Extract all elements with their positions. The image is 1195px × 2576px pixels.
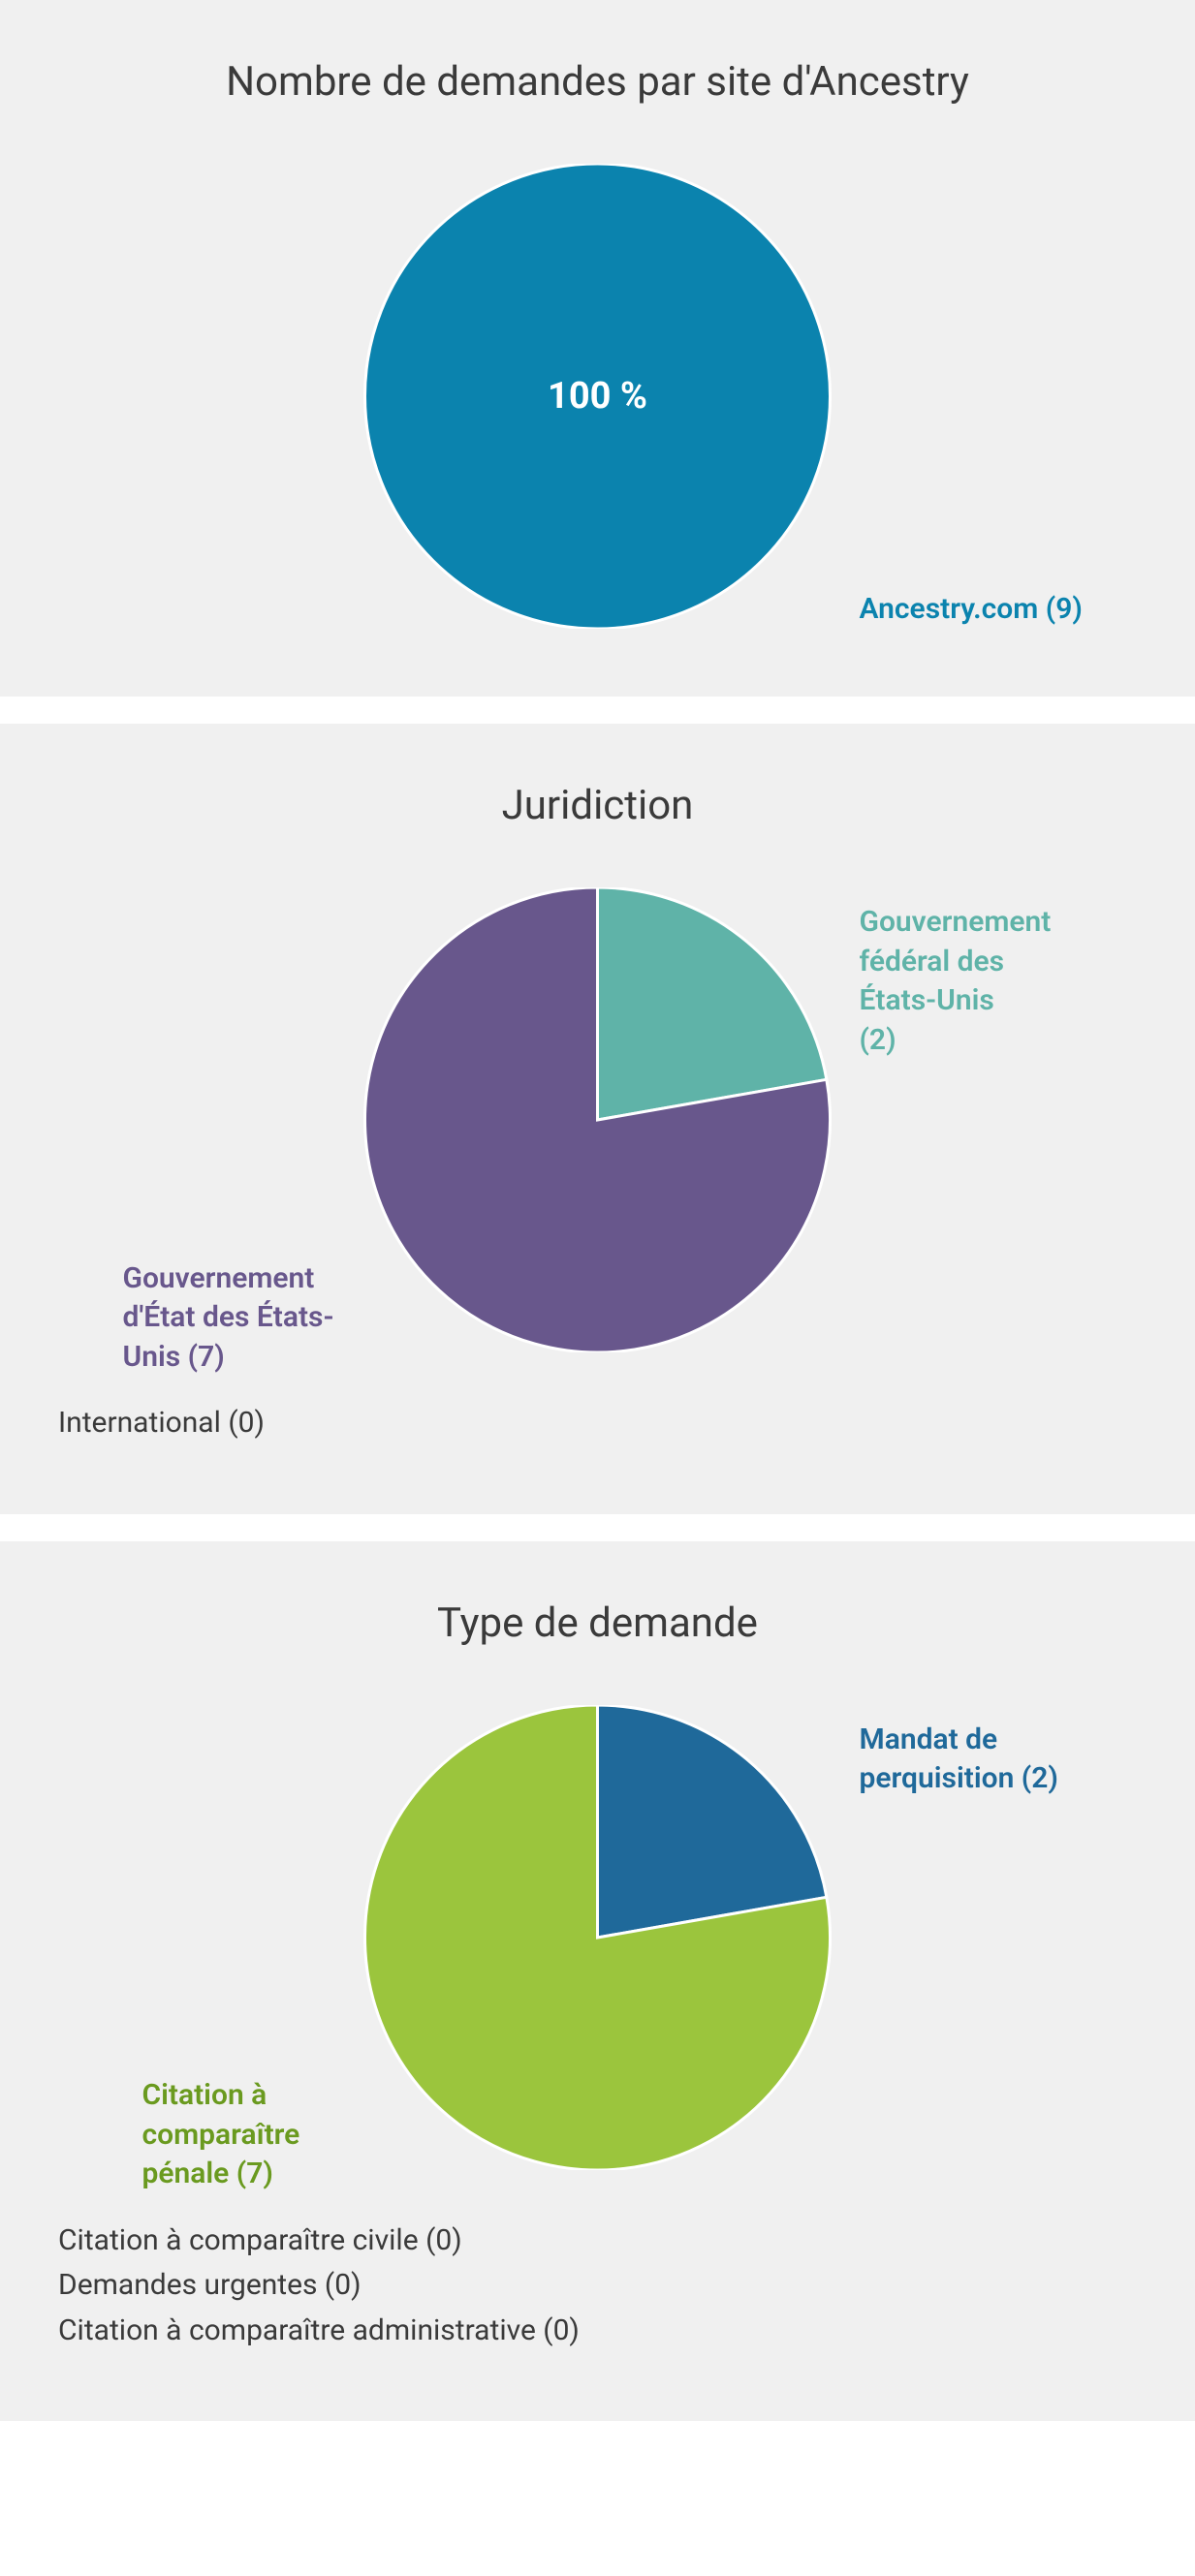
pie-slice (365, 164, 831, 629)
pie-chart: Gouvernement fédéral des États-Unis (2)G… (58, 887, 1137, 1352)
pie-slice-label: Ancestry.com (9) (860, 590, 1083, 630)
panel-type: Type de demande Mandat de perquisition (2… (0, 1541, 1195, 2422)
pie-chart: Mandat de perquisition (2)Citation à com… (58, 1705, 1137, 2170)
panel-jurisdiction: Juridiction Gouvernement fédéral des État… (0, 724, 1195, 1514)
zero-value-list: Citation à comparaître civile (0)Demande… (58, 2219, 1137, 2354)
panel-site: Nombre de demandes par site d'Ancestry 10… (0, 0, 1195, 697)
pie-chart: 100 %Ancestry.com (9) (58, 164, 1137, 629)
zero-value-list: International (0) (58, 1401, 1137, 1446)
panel-title: Juridiction (58, 782, 1137, 829)
panel-title: Type de demande (58, 1599, 1137, 1647)
zero-value-item: Citation à comparaître administrative (0… (58, 2309, 1137, 2354)
zero-value-item: Demandes urgentes (0) (58, 2263, 1137, 2309)
pie-svg (58, 164, 1137, 629)
pie-slice-label: Gouvernement fédéral des États-Unis (2) (860, 903, 1034, 1060)
chart-area: Mandat de perquisition (2)Citation à com… (58, 1705, 1137, 2170)
chart-area: Gouvernement fédéral des États-Unis (2)G… (58, 887, 1137, 1352)
panel-title: Nombre de demandes par site d'Ancestry (58, 58, 1137, 106)
pie-slice-label: Citation à comparaître pénale (7) (142, 2076, 336, 2194)
chart-area: 100 %Ancestry.com (9) (58, 164, 1137, 629)
zero-value-item: Citation à comparaître civile (0) (58, 2219, 1137, 2264)
pie-slice-label: Mandat de perquisition (2) (860, 1721, 1073, 1799)
zero-value-item: International (0) (58, 1401, 1137, 1446)
pie-slice-label: Gouvernement d'État des États-Unis (7) (123, 1259, 336, 1378)
